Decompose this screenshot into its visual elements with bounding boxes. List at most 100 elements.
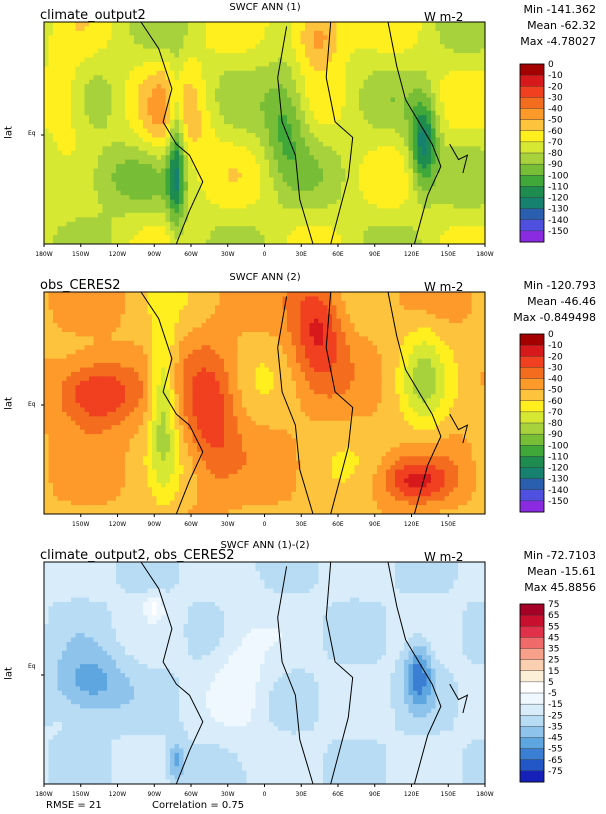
x-tick-label: 60E <box>332 791 344 798</box>
colorbar-swatch <box>519 141 545 154</box>
panel-2-title: SWCF ANN (2) <box>229 272 301 283</box>
colorbar-label: -10 <box>548 341 563 351</box>
x-tick-label: 90E <box>369 521 381 528</box>
panel-2-eq: Eq <box>28 401 36 408</box>
colorbar-swatch <box>519 86 545 98</box>
panel-3-mean: Mean -15.61 <box>527 565 596 578</box>
colorbar-swatch <box>519 692 545 705</box>
colorbar-frame <box>519 603 545 783</box>
panel-3-left-title: climate_output2, obs_CERES2 <box>40 548 235 563</box>
heatmap-cells <box>44 292 486 515</box>
panel-1-units: W m-2 <box>424 10 464 24</box>
coast-americas <box>140 561 204 785</box>
colorbar-label: 45 <box>548 633 559 643</box>
coast-africa-east <box>325 21 354 245</box>
colorbar-swatch <box>519 478 545 491</box>
panel-2: obs_CERES2 SWCF ANN (2) W m-2 Min -120.7… <box>0 270 606 540</box>
colorbar-label: -15 <box>548 700 563 710</box>
colorbar-swatch <box>519 681 545 694</box>
colorbar-label: -5 <box>548 689 557 699</box>
x-tick-label: 90W <box>147 251 161 258</box>
colorbar-swatch <box>519 119 545 132</box>
colorbar-swatch <box>519 219 545 232</box>
rmse-label: RMSE = 21 <box>46 800 102 811</box>
colorbar-swatch <box>519 603 545 616</box>
colorbar-swatch <box>519 726 545 739</box>
colorbar-swatch <box>519 197 545 210</box>
colorbar-swatch <box>519 626 545 638</box>
x-tick-label: 150E <box>441 791 456 798</box>
colorbar-label: -70 <box>548 408 563 418</box>
panel-1-title: SWCF ANN (1) <box>229 2 301 13</box>
colorbar-label: -50 <box>548 386 563 396</box>
colorbar-swatch <box>519 456 545 469</box>
colorbar-label: 0 <box>548 330 554 340</box>
panel-3-min: Min -72.7103 <box>523 549 596 562</box>
coast-americas <box>140 21 204 245</box>
colorbar-label: -10 <box>548 71 563 81</box>
colorbar-swatch <box>519 108 545 121</box>
x-tick-label: 90W <box>147 791 161 798</box>
panel-1-left-title: climate_output2 <box>40 8 146 23</box>
panel-3: climate_output2, obs_CERES2 SWCF ANN (1)… <box>0 540 606 814</box>
colorbar-swatch <box>519 63 545 76</box>
x-tick-label: 30E <box>296 791 308 798</box>
x-tick-label: 180W <box>35 791 52 798</box>
panel-1-min: Min -141.362 <box>523 3 596 16</box>
coastlines <box>140 291 469 515</box>
coast-asia <box>387 21 442 245</box>
colorbar-label: -45 <box>548 734 563 744</box>
coast-africa-east <box>325 291 354 515</box>
colorbar-label: -65 <box>548 756 563 766</box>
colorbar-swatch <box>519 411 545 424</box>
heatmap-cells <box>44 562 486 785</box>
panel-3-units: W m-2 <box>424 550 464 564</box>
colorbar-swatch <box>519 152 545 165</box>
colorbar-swatch <box>519 344 545 357</box>
correlation-label: Correlation = 0.75 <box>152 800 245 811</box>
x-tick-label: 150E <box>441 251 456 258</box>
coast-africa-east <box>325 561 354 785</box>
colorbar-label: -50 <box>548 116 563 126</box>
colorbar-swatch <box>519 614 545 627</box>
colorbar-label: -40 <box>548 105 563 115</box>
coast-asia <box>387 561 442 785</box>
colorbar-swatch <box>519 467 545 480</box>
colorbar-frame <box>519 333 545 513</box>
colorbar-label: 0 <box>548 60 554 70</box>
x-tick-label: 120E <box>404 251 419 258</box>
colorbar-label: -30 <box>548 363 563 373</box>
coast-asia <box>387 291 442 515</box>
coastlines <box>140 21 469 245</box>
coastlines <box>140 561 469 785</box>
colorbar-frame <box>519 63 545 243</box>
x-tick-label: 0 <box>263 791 267 798</box>
colorbar-swatch <box>519 433 545 446</box>
x-tick-label: 60W <box>184 521 198 528</box>
colorbar-swatch <box>519 378 545 391</box>
colorbar-label: 25 <box>548 656 559 666</box>
colorbar-label: -100 <box>548 441 569 451</box>
x-tick-label: 120E <box>404 521 419 528</box>
x-tick-label: 180W <box>476 791 493 798</box>
coast-islands <box>449 413 469 444</box>
x-tick-label: 180W <box>35 251 52 258</box>
panel-1-mean: Mean -62.32 <box>527 19 596 32</box>
x-tick-label: 120W <box>109 251 126 258</box>
colorbar-label: -75 <box>548 767 563 777</box>
colorbar-label: -120 <box>548 194 569 204</box>
colorbar-label: 5 <box>548 678 554 688</box>
colorbar-label: -55 <box>548 745 563 755</box>
x-tick-label: 30W <box>221 521 235 528</box>
x-tick-label: 120E <box>404 791 419 798</box>
colorbar-swatch <box>519 759 545 772</box>
x-tick-label: 30W <box>221 791 235 798</box>
heatmap-cells <box>44 22 486 245</box>
colorbar-swatch <box>519 230 545 243</box>
x-tick-label: 60E <box>332 251 344 258</box>
colorbar-swatch <box>519 670 545 683</box>
colorbar-label: -90 <box>548 430 563 440</box>
coast-islands <box>449 143 469 174</box>
colorbar-label: -140 <box>548 216 569 226</box>
x-tick-label: 0 <box>263 521 267 528</box>
